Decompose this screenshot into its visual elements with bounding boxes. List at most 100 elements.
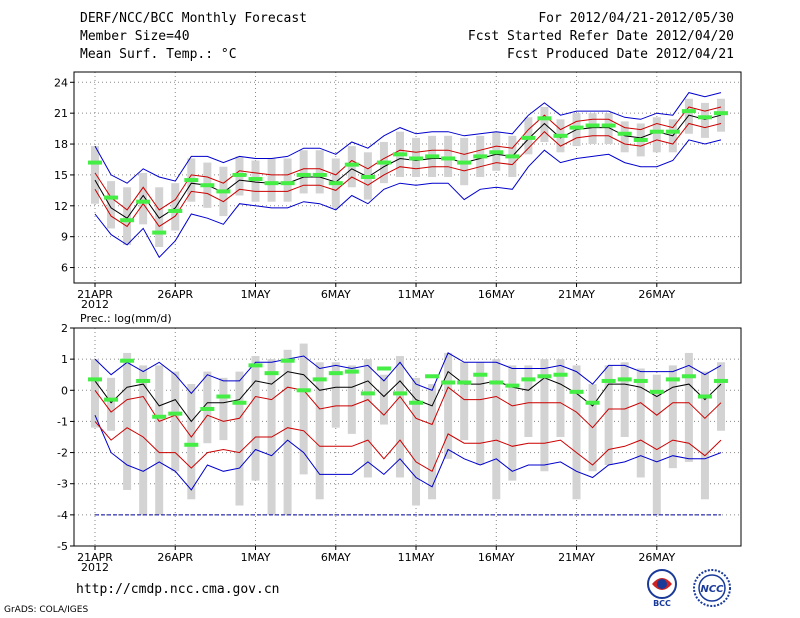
temp-observed-mark — [328, 181, 343, 186]
prec-xtick-label: 1MAY — [241, 551, 271, 564]
prec-observed-mark — [601, 378, 616, 383]
temp-xtick-label: 1MAY — [241, 288, 271, 301]
produced-date: Fcst Produced Date 2012/04/21 — [507, 47, 734, 62]
prec-xtick-label: 11MAY — [398, 551, 435, 564]
temp-observed-mark — [120, 218, 135, 223]
temp-observed-mark — [617, 131, 632, 136]
prec-ytick-label: -3 — [57, 478, 68, 491]
prec-box — [155, 365, 164, 515]
prec-observed-mark — [344, 369, 359, 374]
prec-observed-mark — [392, 391, 407, 396]
prec-observed-mark — [569, 389, 584, 394]
prec-ytick-label: -5 — [57, 540, 68, 553]
temp-observed-mark — [441, 156, 456, 161]
prec-observed-mark — [120, 358, 135, 363]
temp-observed-mark — [216, 189, 231, 194]
bcc-logo-text: BCC — [653, 599, 671, 608]
temp-upper-inner-line — [94, 106, 722, 211]
temp-observed-mark — [136, 199, 151, 204]
temp-ytick-label: 15 — [54, 169, 68, 182]
prec-box — [315, 362, 324, 500]
temp-ytick-label: 12 — [54, 200, 68, 213]
prec-observed-mark — [136, 378, 151, 383]
prec-box — [347, 365, 356, 434]
temp-observed-mark — [248, 177, 263, 182]
temp-observed-mark — [601, 123, 616, 128]
prec-observed-mark — [425, 374, 440, 379]
prec-observed-mark — [633, 378, 648, 383]
temp-observed-mark — [360, 174, 375, 179]
prec-observed-mark — [521, 377, 536, 382]
temp-ytick-label: 6 — [61, 262, 68, 275]
temp-box — [107, 181, 116, 229]
prec-observed-mark — [88, 377, 102, 382]
temp-observed-mark — [714, 111, 728, 116]
prec-ytick-label: 1 — [61, 353, 68, 366]
temp-xtick-label: 6MAY — [321, 288, 351, 301]
temp-box — [123, 187, 132, 245]
prec-observed-mark — [617, 377, 632, 382]
temp-observed-mark — [569, 125, 584, 130]
prec-ytick-label: -2 — [57, 447, 68, 460]
temp-observed-mark — [296, 172, 311, 177]
temp-observed-mark — [457, 160, 472, 165]
temp-observed-mark — [232, 172, 247, 177]
start-date: Fcst Started Refer Date 2012/04/20 — [467, 29, 734, 44]
prec-box — [428, 384, 437, 500]
temp-box — [540, 106, 549, 142]
prec-observed-mark — [248, 363, 263, 368]
ncc-logo-text: NCC — [700, 584, 724, 595]
temp-box — [251, 160, 260, 202]
prec-xtick-label: 21MAY — [558, 551, 595, 564]
prec-observed-mark — [585, 400, 600, 405]
temp-observed-mark — [505, 154, 520, 159]
temp-upper-outer-line — [94, 92, 722, 184]
variable-name: Mean Surf. Temp.: °C — [80, 47, 237, 62]
prec-observed-mark — [441, 380, 456, 385]
prec-observed-mark — [714, 378, 728, 383]
prec-ytick-label: 2 — [61, 322, 68, 335]
temp-observed-mark — [264, 181, 279, 186]
temp-lower-outer-line — [94, 139, 722, 259]
prec-xtick-label: 2012 — [81, 561, 109, 574]
prec-xtick-label: 26APR — [157, 551, 193, 564]
temp-box — [588, 113, 597, 145]
prec-ytick-label: -4 — [57, 509, 68, 522]
temp-box — [139, 172, 148, 225]
prec-box — [460, 362, 469, 441]
source-url[interactable]: http://cmdp.ncc.cma.gov.cn — [76, 582, 280, 597]
temp-observed-mark — [200, 183, 215, 188]
temp-observed-mark — [104, 195, 119, 200]
temp-ytick-label: 24 — [54, 76, 68, 89]
temp-xtick-label: 21MAY — [558, 288, 595, 301]
prec-lower-inner-line — [94, 421, 722, 473]
temp-observed-mark — [489, 150, 504, 155]
prec-observed-mark — [553, 372, 568, 377]
temp-observed-mark — [473, 154, 488, 159]
prec-box — [107, 377, 116, 431]
prec-observed-mark — [360, 391, 375, 396]
temp-box — [315, 150, 324, 194]
temp-box — [700, 102, 709, 138]
temp-observed-mark — [697, 115, 712, 120]
temp-xtick-label: 21APR — [77, 288, 113, 301]
prec-box — [412, 377, 421, 506]
prec-observed-mark — [376, 366, 391, 371]
prec-upper-outer-line — [94, 352, 722, 395]
prec-observed-mark — [473, 372, 488, 377]
temp-xtick-label: 16MAY — [478, 288, 515, 301]
temp-box — [524, 117, 533, 155]
temp-ytick-label: 9 — [61, 231, 68, 244]
prec-xtick-label: 6MAY — [321, 551, 351, 564]
temp-observed-mark — [344, 162, 359, 167]
prec-box — [171, 371, 180, 472]
prec-box — [251, 356, 260, 481]
prec-observed-mark — [665, 377, 680, 382]
temp-box — [347, 146, 356, 188]
forecast-period: For 2012/04/21-2012/05/30 — [538, 11, 734, 26]
prec-observed-mark — [280, 358, 295, 363]
temp-observed-mark — [184, 178, 199, 183]
prec-xtick-label: 16MAY — [478, 551, 515, 564]
prec-xtick-label: 21APR — [77, 551, 113, 564]
